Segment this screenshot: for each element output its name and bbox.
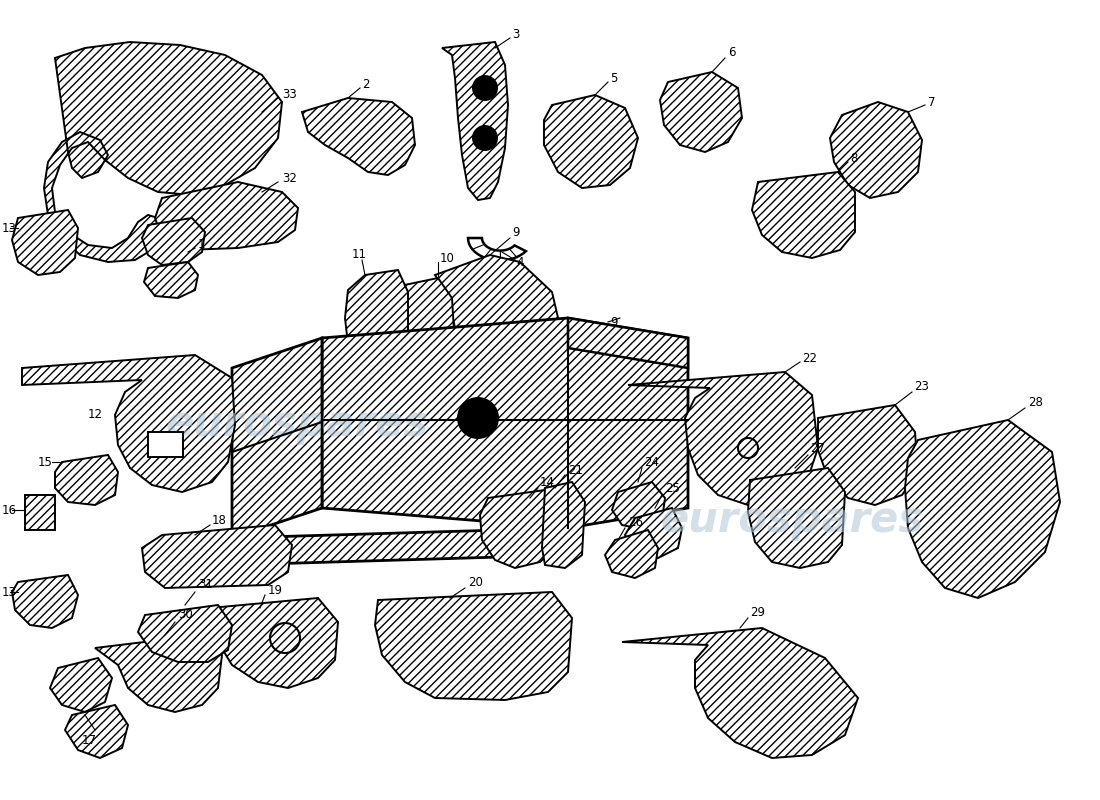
Polygon shape <box>345 270 408 378</box>
Polygon shape <box>612 482 666 530</box>
Text: 5: 5 <box>610 71 617 85</box>
Polygon shape <box>55 455 118 505</box>
Text: 16: 16 <box>2 503 16 517</box>
Text: 13: 13 <box>2 222 16 234</box>
Text: 1: 1 <box>198 238 206 251</box>
Polygon shape <box>375 592 572 700</box>
Polygon shape <box>138 605 232 662</box>
Polygon shape <box>660 72 743 152</box>
Text: 3: 3 <box>512 29 519 42</box>
Bar <box>148 432 183 457</box>
Polygon shape <box>748 468 845 568</box>
Polygon shape <box>142 525 292 588</box>
Polygon shape <box>210 598 338 688</box>
Text: 9: 9 <box>610 315 617 329</box>
Text: 15: 15 <box>39 455 53 469</box>
Polygon shape <box>544 95 638 188</box>
Text: 22: 22 <box>802 351 817 365</box>
Polygon shape <box>155 182 298 250</box>
Polygon shape <box>142 218 205 265</box>
Text: 27: 27 <box>810 442 825 454</box>
Text: 10: 10 <box>440 251 455 265</box>
Text: 20: 20 <box>468 575 483 589</box>
Text: 23: 23 <box>914 379 928 393</box>
Polygon shape <box>95 635 222 712</box>
Polygon shape <box>752 172 855 258</box>
Text: eurospares: eurospares <box>165 403 429 445</box>
Polygon shape <box>378 278 455 378</box>
Polygon shape <box>830 102 922 198</box>
Polygon shape <box>144 262 198 298</box>
Text: 30: 30 <box>178 609 192 622</box>
Polygon shape <box>434 255 562 390</box>
Text: 9: 9 <box>512 226 519 238</box>
Text: 17: 17 <box>82 734 97 746</box>
Polygon shape <box>625 508 682 558</box>
Text: 33: 33 <box>282 89 297 102</box>
Polygon shape <box>50 658 112 712</box>
Polygon shape <box>568 318 688 368</box>
Text: 32: 32 <box>282 171 297 185</box>
Polygon shape <box>605 530 658 578</box>
Text: 31: 31 <box>198 578 213 591</box>
Text: 2: 2 <box>362 78 370 91</box>
Polygon shape <box>232 338 322 538</box>
Polygon shape <box>12 575 78 628</box>
Text: 8: 8 <box>850 151 857 165</box>
Text: 11: 11 <box>352 249 367 262</box>
Text: 6: 6 <box>728 46 736 58</box>
Polygon shape <box>322 318 688 528</box>
Polygon shape <box>542 482 585 568</box>
Text: 18: 18 <box>212 514 227 526</box>
Polygon shape <box>905 420 1060 598</box>
Polygon shape <box>818 405 918 505</box>
Circle shape <box>473 126 497 150</box>
Text: 12: 12 <box>88 409 103 422</box>
Polygon shape <box>25 495 55 530</box>
Text: 29: 29 <box>750 606 764 618</box>
Polygon shape <box>442 42 508 200</box>
Polygon shape <box>628 372 818 505</box>
Text: 26: 26 <box>628 515 643 529</box>
Polygon shape <box>302 98 415 175</box>
Text: 13: 13 <box>2 586 16 598</box>
Polygon shape <box>480 490 558 568</box>
Text: 7: 7 <box>928 95 935 109</box>
Polygon shape <box>12 210 78 275</box>
Polygon shape <box>468 238 526 260</box>
Polygon shape <box>44 42 282 262</box>
Text: 25: 25 <box>666 482 680 494</box>
Polygon shape <box>22 355 235 492</box>
Polygon shape <box>65 705 128 758</box>
Text: 19: 19 <box>268 583 283 597</box>
Polygon shape <box>621 628 858 758</box>
Circle shape <box>473 76 497 100</box>
Text: 28: 28 <box>1028 395 1043 409</box>
Text: 24: 24 <box>644 455 659 469</box>
Text: 14: 14 <box>540 475 556 489</box>
Text: eurospares: eurospares <box>660 499 924 541</box>
Polygon shape <box>232 528 568 565</box>
Circle shape <box>458 398 498 438</box>
Text: 4: 4 <box>516 255 524 269</box>
Text: 21: 21 <box>568 463 583 477</box>
